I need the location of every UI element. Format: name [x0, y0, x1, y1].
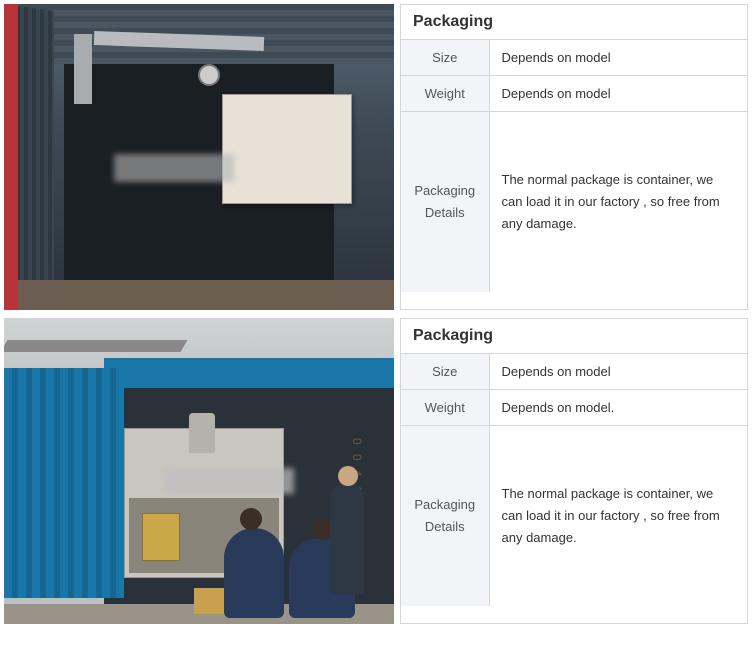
product-photo-container-interior	[4, 4, 394, 310]
row-weight: Weight Depends on model	[401, 76, 747, 112]
packaging-row-1: Packaging Size Depends on model Weight D…	[4, 4, 748, 310]
panel-title: Packaging	[401, 319, 747, 354]
panel-title: Packaging	[401, 5, 747, 40]
value-weight: Depends on model	[489, 76, 747, 112]
value-size: Depends on model	[489, 40, 747, 76]
row-size: Size Depends on model	[401, 40, 747, 76]
label-details: Packaging Details	[401, 426, 489, 606]
packaging-table: Size Depends on model Weight Depends on …	[401, 40, 747, 292]
label-details: Packaging Details	[401, 112, 489, 292]
row-details: Packaging Details The normal package is …	[401, 112, 747, 292]
packaging-table: Size Depends on model Weight Depends on …	[401, 354, 747, 606]
packaging-panel-1: Packaging Size Depends on model Weight D…	[400, 4, 748, 310]
packaging-panel-2: Packaging Size Depends on model Weight D…	[400, 318, 748, 624]
label-weight: Weight	[401, 390, 489, 426]
row-weight: Weight Depends on model.	[401, 390, 747, 426]
value-details: The normal package is container, we can …	[489, 426, 747, 606]
value-details: The normal package is container, we can …	[489, 112, 747, 292]
value-size: Depends on model	[489, 354, 747, 390]
product-photo-loading: 0 0 4 1 8 7	[4, 318, 394, 624]
row-size: Size Depends on model	[401, 354, 747, 390]
row-details: Packaging Details The normal package is …	[401, 426, 747, 606]
label-size: Size	[401, 40, 489, 76]
packaging-row-2: 0 0 4 1 8 7 Packaging Size Depends on mo…	[4, 318, 748, 624]
label-size: Size	[401, 354, 489, 390]
label-weight: Weight	[401, 76, 489, 112]
value-weight: Depends on model.	[489, 390, 747, 426]
